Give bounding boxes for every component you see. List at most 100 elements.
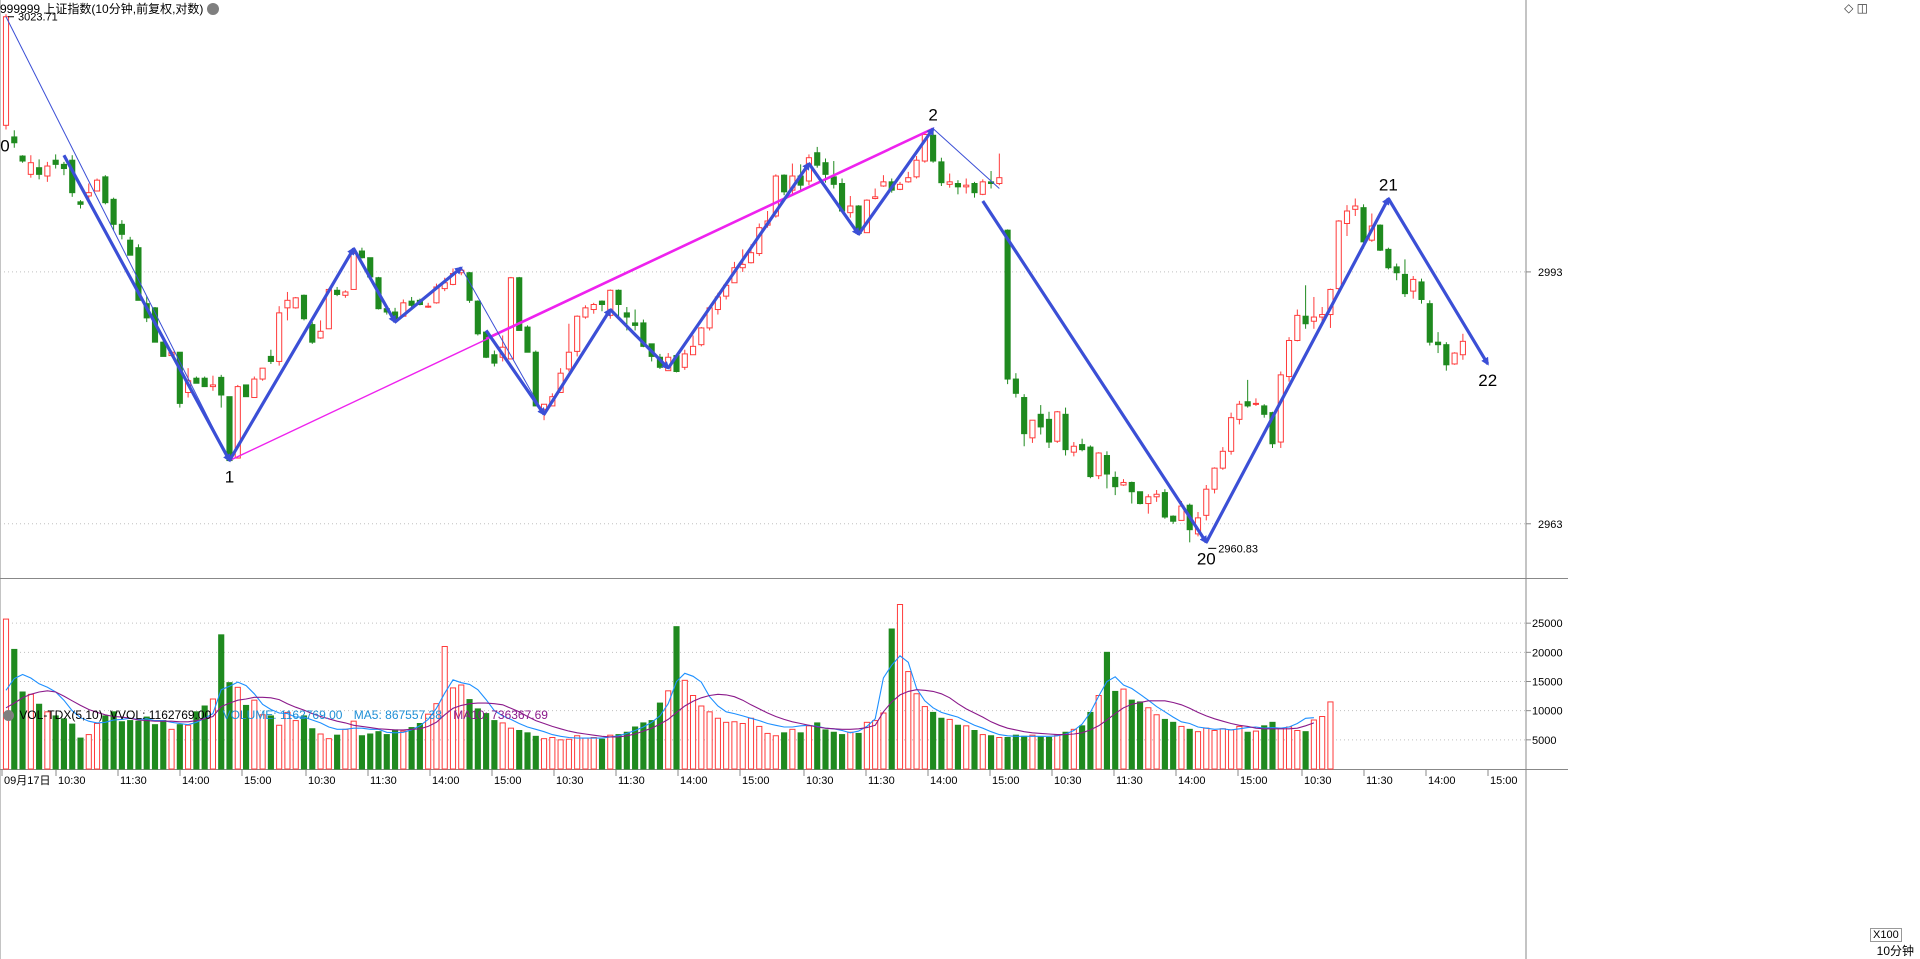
candle (1410, 276, 1417, 299)
candle (1211, 467, 1218, 494)
candle (292, 296, 299, 309)
candle-body (27, 162, 34, 175)
wave-line (981, 200, 1208, 545)
candle-body (1377, 224, 1384, 251)
candle-body (615, 289, 622, 305)
volume-bar (764, 732, 771, 770)
candle-body (905, 177, 912, 183)
candle-body (176, 351, 183, 404)
top-right-icons: ◇ ◫ (1844, 1, 1868, 15)
header-menu-button[interactable] (207, 2, 220, 15)
volume-bar (1145, 707, 1152, 770)
volume-bar (36, 703, 43, 770)
candle-body (938, 161, 945, 184)
volume-bar (1070, 728, 1077, 770)
volume-bar (681, 679, 688, 770)
candle-body (358, 250, 366, 259)
x-tick-label: 10:30 (308, 775, 336, 787)
candle-body (921, 133, 928, 162)
candle-body (342, 291, 349, 296)
candle (1045, 411, 1053, 448)
candle (102, 175, 109, 205)
volume-bar (507, 727, 515, 770)
wave-line (1204, 196, 1390, 544)
volume-bar (466, 699, 473, 770)
vvol-value: VVOL: 1162769.00 (110, 708, 212, 722)
volume-bar (1021, 735, 1028, 770)
candle-body (160, 341, 167, 357)
candle-body (524, 326, 531, 353)
x-tick-label: 11:30 (868, 775, 895, 787)
volume-bar (797, 732, 804, 770)
x-tick-label: 14:00 (182, 775, 210, 787)
candle-body (946, 181, 953, 185)
wave-line (460, 267, 545, 415)
candle (1285, 337, 1293, 382)
wave-line (394, 266, 463, 324)
candle-body (1079, 444, 1086, 451)
volume-bar (259, 714, 266, 770)
x-tick-label: 14:00 (1428, 775, 1456, 787)
candle (971, 181, 978, 198)
volume-bar (300, 715, 308, 770)
candle-body (979, 181, 986, 195)
candle (979, 179, 986, 196)
candle-body (1451, 352, 1458, 365)
volume-bar (433, 703, 440, 770)
x-tick-label: 14:00 (432, 775, 460, 787)
x-tick-label: 15:00 (1490, 775, 1518, 787)
volume-bar (400, 730, 407, 770)
candle (1120, 479, 1127, 486)
candle-body (234, 386, 241, 459)
volume-bar (896, 604, 904, 770)
candle-body (309, 324, 316, 343)
candle-body (1045, 418, 1053, 443)
candle (565, 323, 572, 372)
candle (1252, 398, 1260, 406)
volume-menu-button[interactable] (3, 710, 14, 722)
x-tick-label: 14:00 (930, 775, 958, 787)
wave-label: 0 (0, 137, 9, 156)
candle-body (1261, 405, 1268, 415)
x-tick-label: 10:30 (556, 775, 584, 787)
candle-body (805, 157, 813, 182)
volume-bar (772, 735, 779, 770)
volume-bar (739, 723, 746, 770)
volume-bar (913, 693, 920, 770)
channel-line-thick (485, 127, 934, 340)
candle-body (632, 322, 639, 326)
volume-bar (441, 646, 448, 770)
candle-body (996, 177, 1003, 185)
x-tick-label: 15:00 (1240, 775, 1268, 787)
volume-bar (1310, 719, 1317, 770)
volume-bar (607, 734, 614, 770)
candle (1186, 503, 1193, 543)
candle (1401, 259, 1409, 297)
candle (805, 154, 813, 186)
volume-bar (383, 734, 390, 770)
candle (1095, 452, 1102, 480)
candle-body (408, 300, 415, 306)
volume-bar (127, 720, 134, 770)
candle-body (847, 205, 854, 214)
candle (2, 14, 10, 130)
volume-bar (814, 722, 821, 770)
candle-body (954, 183, 962, 188)
volume-bar (632, 726, 639, 770)
chart-header: 999999 上证指数(10分钟,前复权,对数) (0, 0, 220, 18)
candle (1029, 419, 1036, 443)
candle-body (1012, 378, 1019, 394)
volume-bar (267, 715, 274, 770)
diamond-icon[interactable]: ◇ (1844, 1, 1854, 15)
volume-bar (160, 720, 167, 770)
volume-bar (1203, 727, 1210, 770)
candle (466, 271, 473, 303)
wave-line (932, 128, 1000, 189)
candle-body (896, 183, 904, 190)
candle-body (1426, 303, 1433, 343)
volume-bar (44, 711, 51, 770)
candle-body (292, 297, 299, 309)
window-toggle-icon[interactable]: ◫ (1856, 1, 1868, 15)
volume-bar (458, 684, 465, 770)
